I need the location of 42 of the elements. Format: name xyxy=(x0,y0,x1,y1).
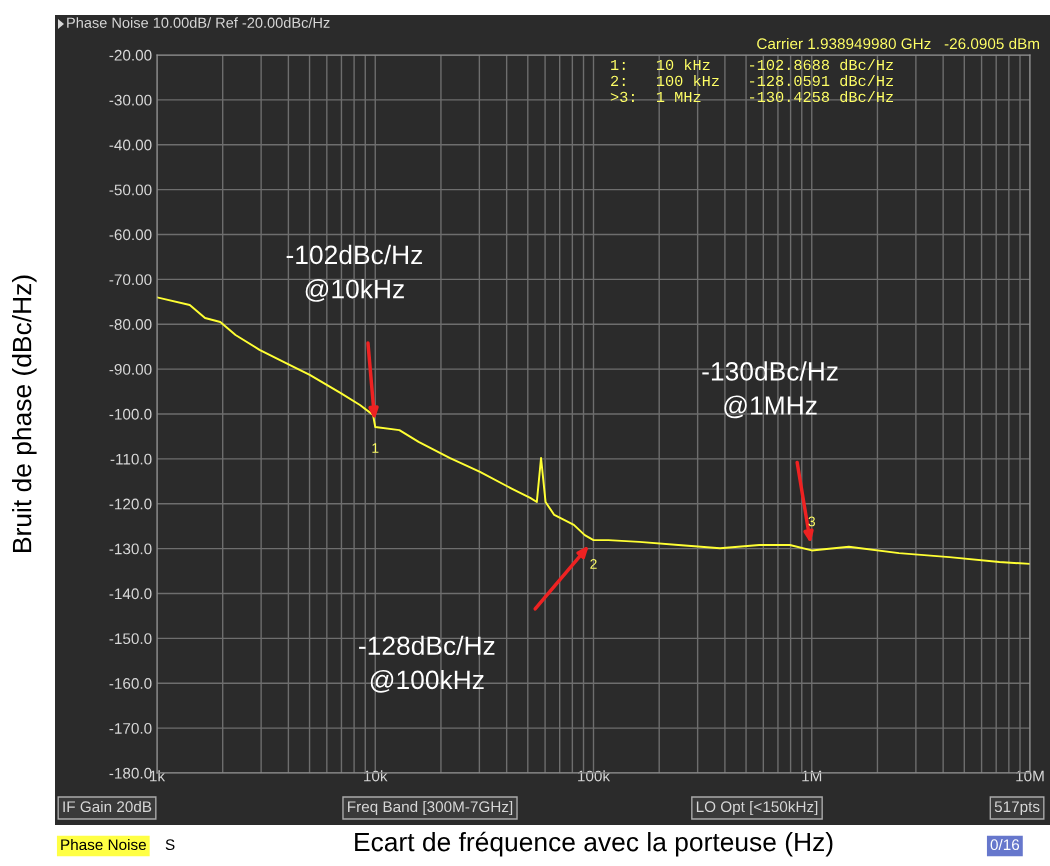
y-axis-title: Bruit de phase (dBc/Hz) xyxy=(12,275,37,552)
annotation: 2: 100 kHz -128.0591 dBc/Hz xyxy=(611,74,894,87)
x-tick-label: 10k xyxy=(364,770,388,782)
annotation: -102dBc/Hz @10kHz xyxy=(286,244,423,302)
text: Carrier 1.938949980 GHz -26.0905 dBm xyxy=(757,37,1040,50)
x-tick-label: 100k xyxy=(578,770,611,782)
annotation: >3: 1 MHz -130.4258 dBc/Hz xyxy=(610,90,894,103)
y-tick-label: -50.00 xyxy=(109,184,152,196)
annotation: 3 xyxy=(808,516,815,527)
text: Phase Noise xyxy=(61,838,146,851)
annotation: -128dBc/Hz @100kHz xyxy=(359,635,495,693)
y-tick-label: -40.00 xyxy=(109,139,152,151)
text: 517pts xyxy=(994,801,1040,816)
text: IF Gain 20dB xyxy=(63,800,152,813)
y-tick-label: -180.0 xyxy=(109,767,152,779)
y-tick-label: -110.0 xyxy=(110,453,152,465)
y-tick-label: -60.00 xyxy=(109,229,152,241)
y-tick-label: -130.0 xyxy=(109,543,152,555)
x-tick-label: 10M xyxy=(1016,770,1044,782)
text: 0/16 xyxy=(990,838,1020,851)
annotation: -130dBc/Hz @1MHz xyxy=(702,361,838,419)
y-tick-label: -70.00 xyxy=(109,274,152,286)
y-tick-label: -30.00 xyxy=(109,94,152,106)
y-tick-label: -160.0 xyxy=(109,678,152,689)
x-axis-title: Ecart de fréquence avec la porteuse (Hz) xyxy=(355,831,833,857)
text: LO Opt [<150kHz] xyxy=(696,800,818,816)
annotation: 1 xyxy=(372,443,379,453)
text: Phase Noise 10.00dB/ Ref -20.00dBc/Hz xyxy=(67,17,330,28)
y-tick-label: -90.00 xyxy=(109,363,152,375)
annotation: 1: 10 kHz -102.8688 dBc/Hz xyxy=(611,58,894,71)
y-tick-label: -80.00 xyxy=(109,319,152,330)
y-tick-label: -150.0 xyxy=(109,633,152,645)
y-tick-label: -20.00 xyxy=(109,49,152,61)
y-tick-label: -140.0 xyxy=(109,588,152,600)
text: Freq Band [300M-7GHz] xyxy=(348,800,513,816)
annotation: 2 xyxy=(590,558,597,569)
y-tick-label: -120.0 xyxy=(109,498,152,510)
y-tick-label: -170.0 xyxy=(109,722,152,734)
text: S xyxy=(165,839,175,851)
x-tick-label: 1M xyxy=(802,770,822,782)
x-tick-label: 1k xyxy=(150,770,166,782)
y-tick-label: -100.0 xyxy=(109,408,152,420)
